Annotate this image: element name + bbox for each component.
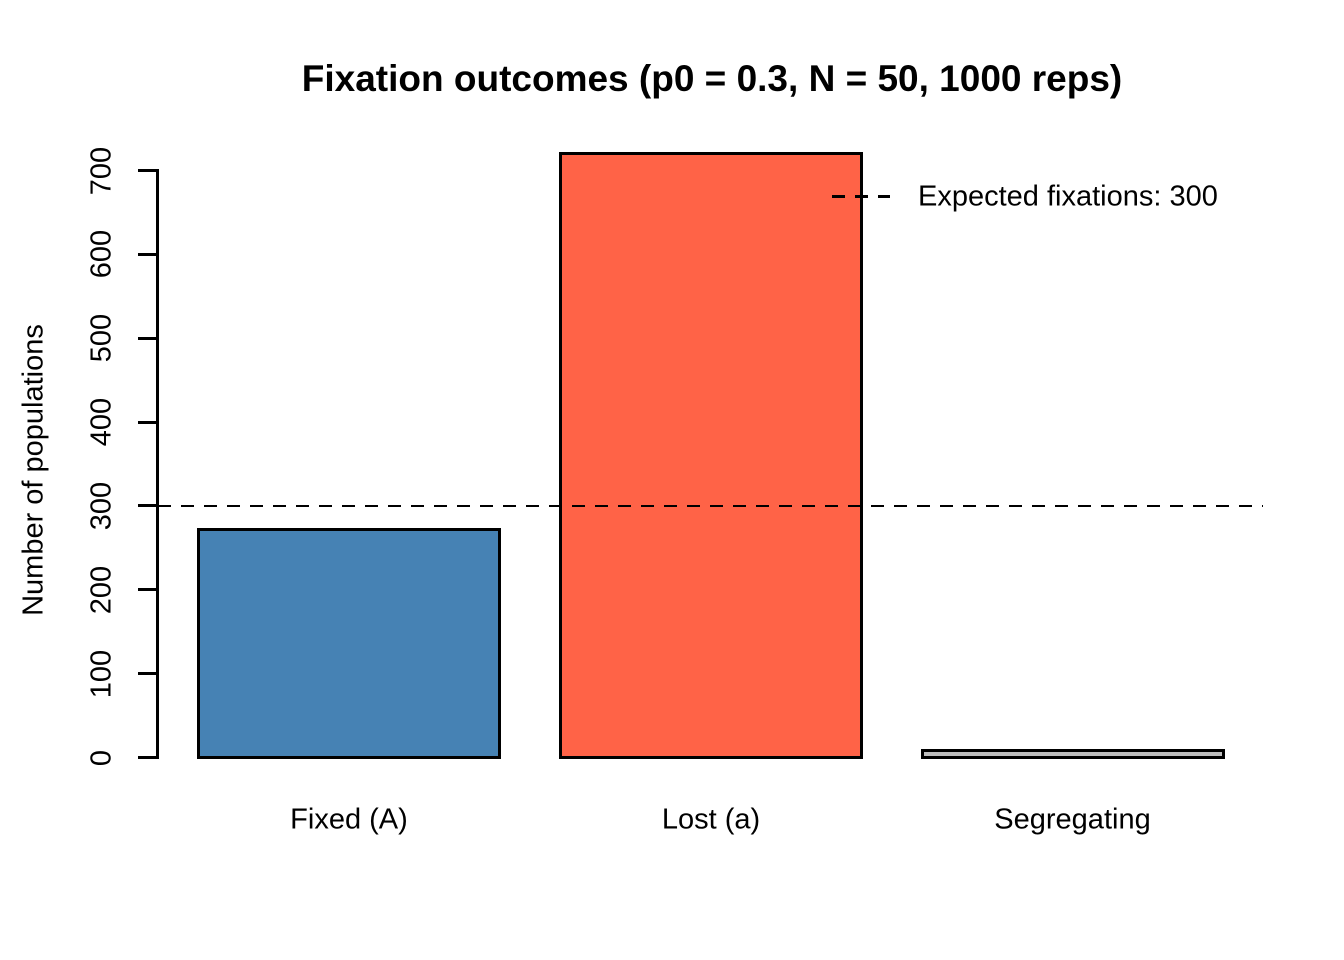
y-tick-label: 0: [85, 749, 118, 766]
y-tick-mark: [138, 420, 158, 424]
y-tick-mark: [138, 336, 158, 340]
y-tick-label: 300: [85, 481, 118, 531]
y-tick-label: 400: [85, 397, 118, 447]
y-tick-mark: [138, 252, 158, 256]
legend-label: Expected fixations: 300: [918, 180, 1218, 213]
y-tick-mark: [138, 588, 158, 592]
y-tick-label: 100: [85, 649, 118, 698]
bar-fixed-a: [197, 527, 501, 759]
expected-fixations-reference-line: [158, 504, 1263, 508]
legend-dash-line-icon: [832, 195, 890, 198]
y-tick-mark: [138, 504, 158, 508]
x-tick-label: Fixed (A): [290, 803, 408, 836]
y-axis-line: [156, 169, 159, 759]
y-tick-label: 200: [85, 565, 118, 614]
y-tick-label: 500: [85, 314, 118, 363]
bar-lost-a: [559, 152, 863, 759]
y-tick-mark: [138, 756, 158, 759]
chart-title: Fixation outcomes (p0 = 0.3, N = 50, 100…: [301, 58, 1123, 99]
bar-segregating: [920, 749, 1225, 759]
y-tick-label: 700: [85, 146, 118, 195]
y-tick-mark: [138, 169, 158, 172]
x-tick-label: Segregating: [994, 803, 1151, 836]
x-tick-label: Lost (a): [661, 803, 761, 836]
y-tick-mark: [138, 672, 158, 676]
y-axis-label: Number of populations: [17, 324, 50, 616]
y-tick-label: 600: [85, 230, 118, 279]
